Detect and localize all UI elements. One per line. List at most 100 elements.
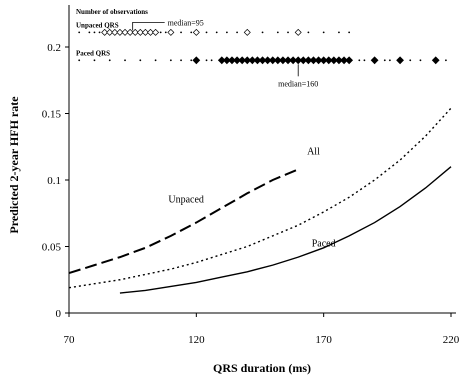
rug-small-dot [108,59,111,62]
rug-diamond [294,56,303,65]
rug-small-dot [205,31,208,34]
rug-small-dot [180,59,182,62]
rug-diamond [309,56,318,65]
rug-diamond [192,28,200,36]
rug-small-dot [276,31,279,34]
rug-small-dot [409,59,412,62]
rug-diamond [106,28,114,36]
rug-small-dot [225,31,228,34]
rug-title: Number of observations [76,8,148,16]
rug-small-dot [124,59,126,62]
rug-small-dot [159,31,162,34]
rug-diamond [152,28,160,36]
series-lines [68,107,452,294]
rug-diamond [131,28,139,36]
x-ticks: 70 120 170 220 [64,313,460,346]
rug-small-dot [88,31,91,34]
rug-diamond [263,56,272,65]
rug-small-dot [338,31,340,34]
rug-diamond [258,56,267,65]
rug-diamond [253,56,262,65]
rug-diamond [294,28,302,36]
rug-small-dot [98,31,101,34]
x-tick-label: 70 [64,334,76,346]
rug-diamond [431,56,440,65]
rug-diamond [111,28,119,36]
rug-small-dot [215,31,218,34]
curve-label-unpaced: Unpaced [168,195,204,206]
axes [68,5,456,314]
rug-small-dot [348,31,351,34]
y-ticks: 0 0.05 0.1 0.15 0.2 [42,42,69,320]
rug-small-dot [363,59,366,62]
rug-diamond [136,28,144,36]
rug-small-dot [78,59,81,62]
rug-diamond [101,28,109,36]
rug-diamond [273,56,282,65]
median-label: median=95 [168,18,204,27]
rug-diamond [228,56,236,65]
rug-diamond [396,56,404,65]
rug-diamond [217,56,226,65]
y-axis-title: Predicted 2-year HFH rate [7,96,21,234]
curve-label-all: All [307,147,320,158]
rug-diamond [146,28,154,36]
rug-diamond [370,56,379,65]
rug-small-dot [445,59,447,62]
y-tick-label: 0.1 [47,175,61,187]
rug-small-dot [190,59,193,62]
rug-diamond [324,56,333,65]
series-all-line [68,107,452,289]
rug-row-label: Unpaced QRS [76,21,119,29]
observation-rug: Number of observations Unpaced QRS median=… [76,8,447,88]
rug-diamond [116,28,124,36]
rug-small-dot [205,59,208,62]
median-pointer [132,21,165,31]
y-tick-label: 0 [56,308,62,320]
rug-diamond [141,28,149,36]
rug-small-dot [139,59,142,62]
x-tick-label: 220 [443,334,460,346]
rug-diamond [121,28,129,36]
series-paced-line [119,166,452,294]
rug-small-dot [419,59,422,62]
curve-labels: Unpaced All Paced [168,147,335,250]
rug-diamond [233,56,241,65]
rug-diamond [299,56,308,65]
rug-diamond [243,28,251,36]
rug-small-dot [169,59,172,62]
rug-diamond [268,56,277,65]
rug-diamond [319,56,328,65]
rug-diamond [314,56,323,65]
median-label: median=160 [278,79,318,88]
rug-diamond [243,56,252,65]
curve-label-paced: Paced [312,239,336,250]
rug-small-dot [287,31,289,34]
rug-small-dot [190,31,193,34]
rug-small-dot [210,59,213,62]
rug-diamond [289,56,298,65]
rug-small-dot [164,31,167,34]
rug-diamond [279,56,287,65]
rug-diamond [340,56,348,65]
rug-diamond [167,28,175,36]
rug-small-dot [78,31,81,34]
y-tick-label: 0.05 [42,242,62,254]
series-unpaced-line [68,168,299,275]
rug-small-dot [388,59,391,62]
rug-small-dot [322,31,325,34]
rug-diamond [335,56,343,65]
rug-diamond [284,56,292,65]
rug-small-dot [180,31,182,34]
x-tick-label: 170 [315,334,332,346]
y-tick-label: 0.15 [42,109,62,121]
rug-diamond [222,56,231,65]
rug-diamond [192,56,201,65]
rug-diamond [345,56,354,65]
x-tick-label: 120 [188,334,205,346]
rug-diamond [248,56,257,65]
y-tick-label: 0.2 [47,42,61,54]
rug-diamond [304,56,313,65]
x-axis-title: QRS duration (ms) [213,361,311,375]
